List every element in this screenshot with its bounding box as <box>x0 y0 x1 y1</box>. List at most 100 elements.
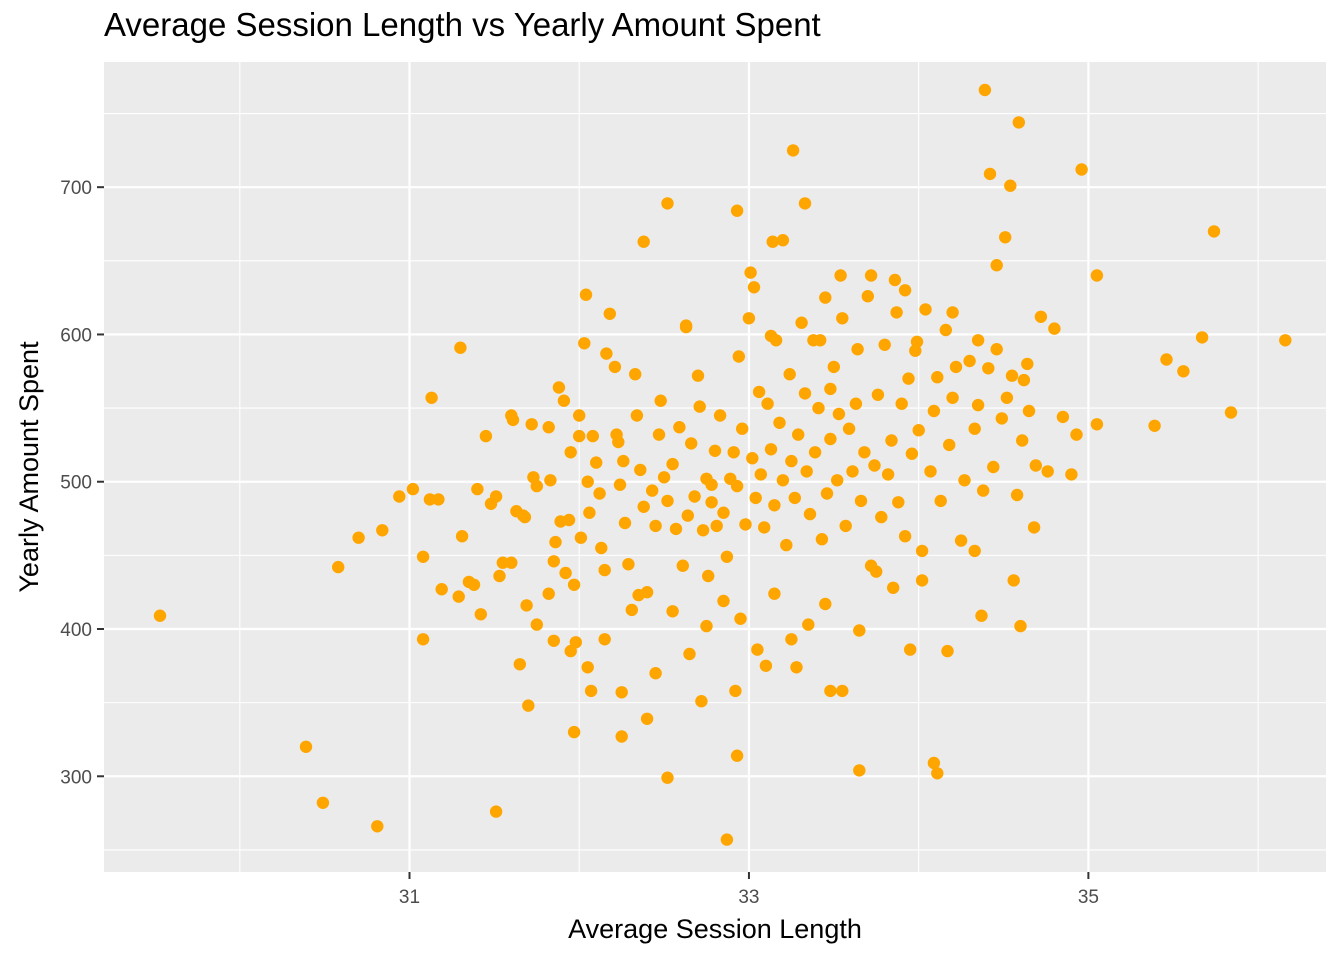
y-tick-label: 400 <box>60 620 92 641</box>
major-gridlines <box>104 62 1326 872</box>
y-axis-title: Yearly Amount Spent <box>14 341 44 593</box>
data-point <box>868 459 881 472</box>
data-point <box>493 569 506 583</box>
data-point <box>557 394 571 407</box>
data-point <box>842 422 856 435</box>
data-point <box>759 659 773 672</box>
y-tick-label: 700 <box>60 178 92 199</box>
data-point <box>824 432 837 446</box>
data-point <box>915 574 929 587</box>
data-point <box>904 643 917 656</box>
data-point <box>681 509 694 522</box>
data-point <box>975 609 988 622</box>
data-point <box>776 234 790 247</box>
data-point <box>1014 619 1027 633</box>
data-point <box>705 496 718 509</box>
data-point <box>1075 163 1088 176</box>
data-point <box>416 550 430 563</box>
data-point <box>764 329 778 343</box>
data-point <box>615 730 628 743</box>
data-point <box>971 398 985 412</box>
data-point <box>832 407 846 421</box>
data-point <box>661 197 674 210</box>
data-point <box>995 412 1008 425</box>
data-point <box>603 307 616 320</box>
data-point <box>376 524 389 537</box>
data-point <box>836 684 849 698</box>
data-point <box>990 259 1003 272</box>
data-point <box>471 482 484 496</box>
chart-title: Average Session Length vs Yearly Amount … <box>104 6 821 43</box>
data-point <box>924 465 937 478</box>
data-point <box>506 413 520 427</box>
data-point <box>846 465 859 478</box>
data-point <box>573 409 586 422</box>
data-point <box>898 530 912 543</box>
data-point <box>600 347 613 360</box>
data-point <box>820 487 834 500</box>
data-point <box>999 231 1012 244</box>
data-point <box>819 291 832 304</box>
data-point <box>432 493 445 506</box>
data-point <box>1027 521 1041 534</box>
data-point <box>683 647 696 661</box>
data-point <box>758 521 771 534</box>
data-point <box>717 506 730 519</box>
data-point <box>513 658 526 671</box>
data-point <box>1034 310 1048 323</box>
data-point <box>720 550 734 563</box>
data-point <box>851 343 864 356</box>
data-point <box>853 624 866 637</box>
data-point <box>530 618 543 631</box>
data-point <box>617 454 630 468</box>
data-point <box>1279 334 1292 347</box>
data-point <box>927 756 941 770</box>
data-point <box>435 583 448 596</box>
data-point <box>864 269 878 282</box>
data-point <box>562 513 576 527</box>
data-point <box>299 740 313 753</box>
data-point <box>943 438 956 452</box>
data-point <box>625 603 638 617</box>
data-point <box>768 587 781 600</box>
data-point <box>676 559 689 572</box>
data-point <box>761 397 774 410</box>
data-point <box>849 397 863 410</box>
data-point <box>954 534 968 547</box>
data-point <box>727 446 740 459</box>
data-point <box>1090 269 1104 282</box>
data-point <box>496 556 509 569</box>
data-point <box>878 338 891 351</box>
data-point <box>730 749 744 762</box>
data-point <box>792 428 805 441</box>
data-point <box>881 468 895 481</box>
data-point <box>489 805 503 818</box>
data-point <box>710 519 723 533</box>
data-point <box>549 535 562 549</box>
x-axis-title: Average Session Length <box>568 914 862 944</box>
data-point <box>915 544 929 558</box>
data-point <box>749 491 762 505</box>
data-point <box>669 522 683 536</box>
data-point <box>615 686 628 699</box>
data-point <box>1160 353 1173 366</box>
data-point <box>1017 373 1031 387</box>
data-point <box>902 372 915 385</box>
data-point <box>949 360 963 374</box>
data-point <box>783 368 796 381</box>
data-point <box>736 422 749 435</box>
data-point <box>578 337 591 350</box>
data-point <box>632 588 645 602</box>
data-point <box>831 474 844 487</box>
data-point <box>629 368 642 381</box>
data-point <box>352 531 365 544</box>
data-point <box>729 684 742 698</box>
data-point <box>927 404 941 418</box>
data-point <box>559 566 572 580</box>
data-point <box>679 320 693 334</box>
data-point <box>652 428 666 441</box>
data-point <box>520 599 533 612</box>
data-point <box>941 644 954 658</box>
data-point <box>1090 418 1104 431</box>
